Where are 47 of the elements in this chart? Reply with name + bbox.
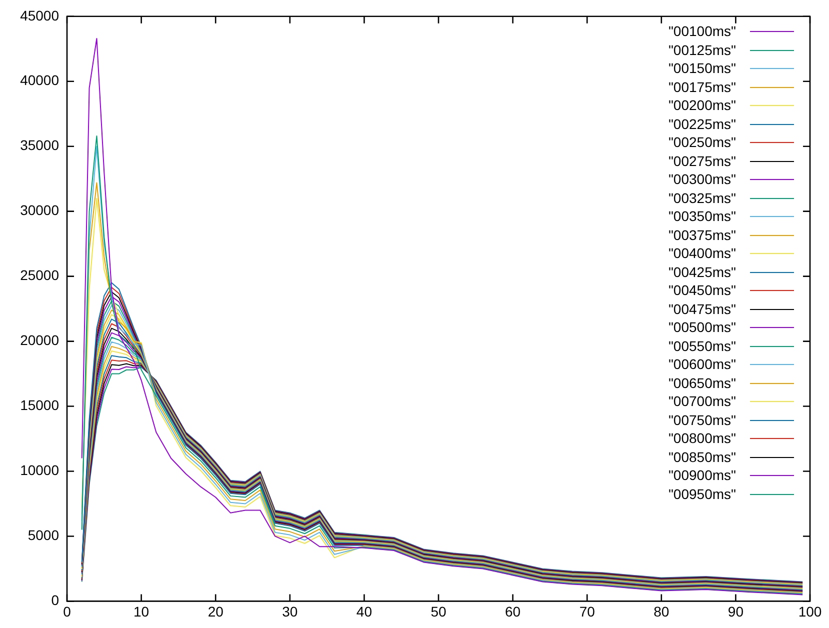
x-tick-label: 20 bbox=[208, 603, 224, 620]
legend-label: "00500ms" bbox=[668, 318, 736, 337]
legend-label: "00800ms" bbox=[668, 429, 736, 448]
legend-label: "00550ms" bbox=[668, 336, 736, 356]
y-tick-label: 40000 bbox=[20, 72, 60, 88]
x-tick-label: 60 bbox=[505, 603, 521, 620]
legend-label: "00650ms" bbox=[668, 374, 736, 392]
legend-label: "00350ms" bbox=[668, 207, 736, 226]
legend-label: "00375ms" bbox=[668, 226, 736, 244]
y-tick-label: 15000 bbox=[20, 397, 60, 414]
y-tick-label: 30000 bbox=[20, 202, 60, 218]
x-tick-label: 30 bbox=[282, 603, 298, 620]
legend-label: "00475ms" bbox=[668, 300, 736, 318]
legend-label: "00425ms" bbox=[668, 262, 736, 282]
y-tick-label: 35000 bbox=[20, 137, 60, 154]
legend-label: "00250ms" bbox=[668, 133, 736, 152]
y-tick-label: 45000 bbox=[20, 7, 60, 24]
x-tick-label: 80 bbox=[654, 603, 670, 620]
legend-label: "00600ms" bbox=[668, 355, 736, 374]
legend-label: "00750ms" bbox=[668, 410, 736, 430]
legend-label: "00100ms" bbox=[668, 22, 736, 41]
y-tick-label: 0 bbox=[51, 592, 60, 608]
x-tick-label: 0 bbox=[63, 603, 72, 620]
legend-label: "00300ms" bbox=[668, 170, 736, 189]
legend-label: "00400ms" bbox=[668, 244, 736, 263]
legend-label: "00275ms" bbox=[668, 152, 736, 170]
x-tick-label: 40 bbox=[356, 603, 372, 620]
x-tick-label: 10 bbox=[134, 603, 150, 620]
y-tick-label: 25000 bbox=[20, 267, 60, 284]
x-tick-label: 70 bbox=[579, 603, 596, 620]
legend-label: "00450ms" bbox=[668, 281, 736, 300]
legend-label: "00175ms" bbox=[668, 78, 736, 96]
legend-label: "00325ms" bbox=[668, 188, 736, 208]
x-tick-label: 90 bbox=[728, 603, 744, 620]
legend-label: "00950ms" bbox=[668, 484, 736, 504]
legend-label: "00700ms" bbox=[668, 392, 736, 411]
legend-label: "00200ms" bbox=[668, 96, 736, 115]
legend-label: "00850ms" bbox=[668, 448, 736, 466]
legend-label: "00150ms" bbox=[668, 59, 736, 78]
y-tick-label: 5000 bbox=[28, 527, 60, 544]
y-tick-label: 10000 bbox=[20, 462, 60, 478]
y-tick-label: 20000 bbox=[20, 332, 60, 348]
legend-label: "00900ms" bbox=[668, 466, 736, 485]
legend-label: "00125ms" bbox=[668, 40, 736, 60]
x-tick-label: 50 bbox=[430, 603, 446, 620]
legend-label: "00225ms" bbox=[668, 114, 736, 134]
x-tick-label: 100 bbox=[798, 603, 822, 620]
